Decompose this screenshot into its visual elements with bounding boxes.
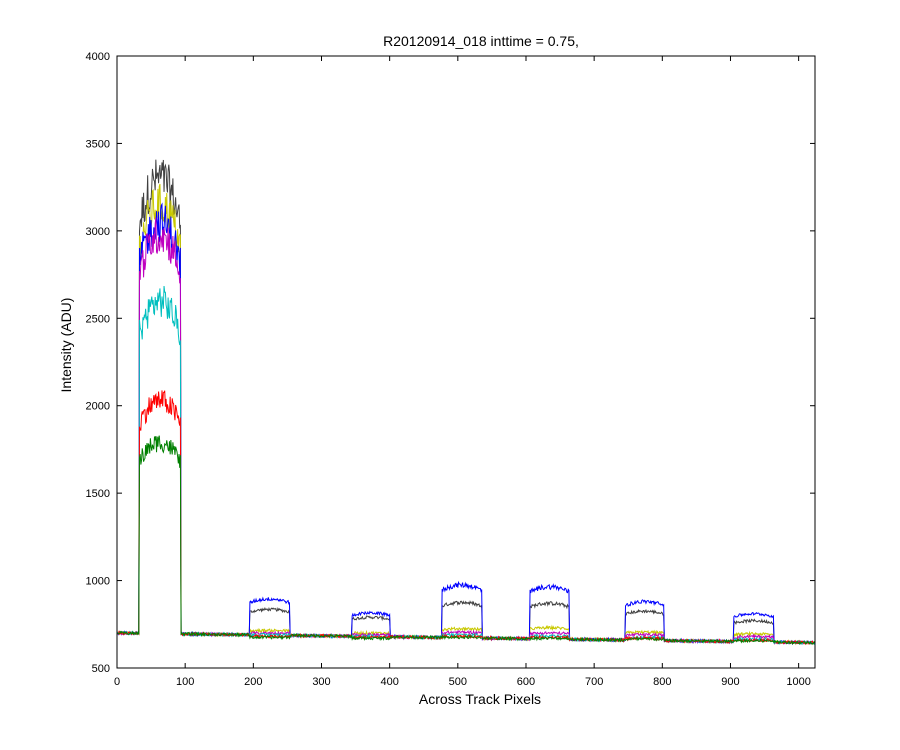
x-tick-label: 900 — [721, 676, 739, 688]
x-tick-label: 400 — [380, 676, 398, 688]
x-tick-label: 0 — [114, 676, 120, 688]
y-tick-label: 500 — [92, 663, 110, 675]
y-tick-label: 2500 — [86, 313, 110, 325]
y-tick-label: 1500 — [86, 488, 110, 500]
series-line-6 — [117, 435, 815, 646]
y-axis-label: Intensity (ADU) — [58, 298, 74, 393]
y-tick-label: 1000 — [86, 576, 110, 588]
plot-frame — [116, 55, 816, 669]
y-axis: 500 1000 1500 2000 2500 3000 3500 4000 — [86, 51, 815, 675]
x-axis-label: Across Track Pixels — [419, 691, 541, 707]
y-tick-label: 4000 — [86, 51, 110, 63]
x-axis: 0 100 200 300 400 500 600 700 800 900 1000 — [114, 56, 811, 688]
x-tick-label: 200 — [244, 676, 262, 688]
series-layer — [117, 159, 815, 646]
x-tick-label: 700 — [585, 676, 603, 688]
chart-title: R20120914_018 inttime = 0.75, — [383, 33, 579, 49]
x-tick-label: 500 — [449, 676, 467, 688]
x-tick-label: 300 — [312, 676, 330, 688]
y-tick-label: 2000 — [86, 401, 110, 413]
x-tick-label: 600 — [517, 676, 535, 688]
x-tick-label: 1000 — [786, 676, 810, 688]
y-tick-label: 3500 — [86, 138, 110, 150]
x-tick-label: 100 — [176, 676, 194, 688]
x-tick-label: 800 — [653, 676, 671, 688]
y-tick-label: 3000 — [86, 226, 110, 238]
plot-area — [117, 159, 815, 646]
